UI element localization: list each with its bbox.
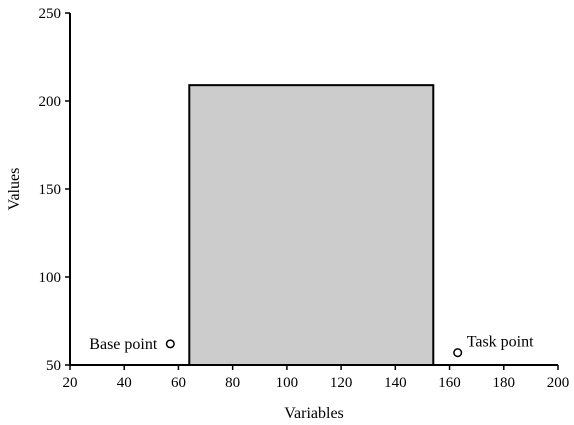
- x-tick-label-140: 140: [384, 375, 407, 391]
- x-tick-label-40: 40: [117, 375, 132, 391]
- y-tick-label-100: 100: [39, 270, 62, 286]
- x-tick-label-120: 120: [330, 375, 353, 391]
- x-axis-title: Variables: [284, 405, 344, 422]
- y-tick-label-250: 250: [39, 6, 62, 22]
- points-layer: Base point Task point: [89, 334, 534, 358]
- y-axis-title: Values: [6, 168, 23, 211]
- x-tick-label-180: 180: [493, 375, 516, 391]
- x-tick-label-20: 20: [63, 375, 78, 391]
- x-tick-label-200: 200: [547, 375, 570, 391]
- y-tick-label-200: 200: [39, 94, 62, 110]
- x-tick-label-160: 160: [438, 375, 461, 391]
- x-tick-label-100: 100: [276, 375, 299, 391]
- base-point-label: Base point: [89, 336, 158, 353]
- base-point-marker: [165, 339, 175, 349]
- task-point-marker: [453, 348, 463, 358]
- y-ticks-layer: 50 100 150 200 250: [39, 6, 70, 374]
- bars-layer: [188, 84, 435, 366]
- bar-0: [188, 84, 435, 366]
- x-tick-label-60: 60: [171, 375, 186, 391]
- x-ticks-layer: 20 40 60 80 100 120 140 160 180 200: [63, 365, 570, 391]
- task-point-label: Task point: [467, 334, 534, 351]
- y-tick-label-150: 150: [39, 182, 62, 198]
- y-tick-label-50: 50: [46, 358, 61, 374]
- x-tick-label-80: 80: [225, 375, 240, 391]
